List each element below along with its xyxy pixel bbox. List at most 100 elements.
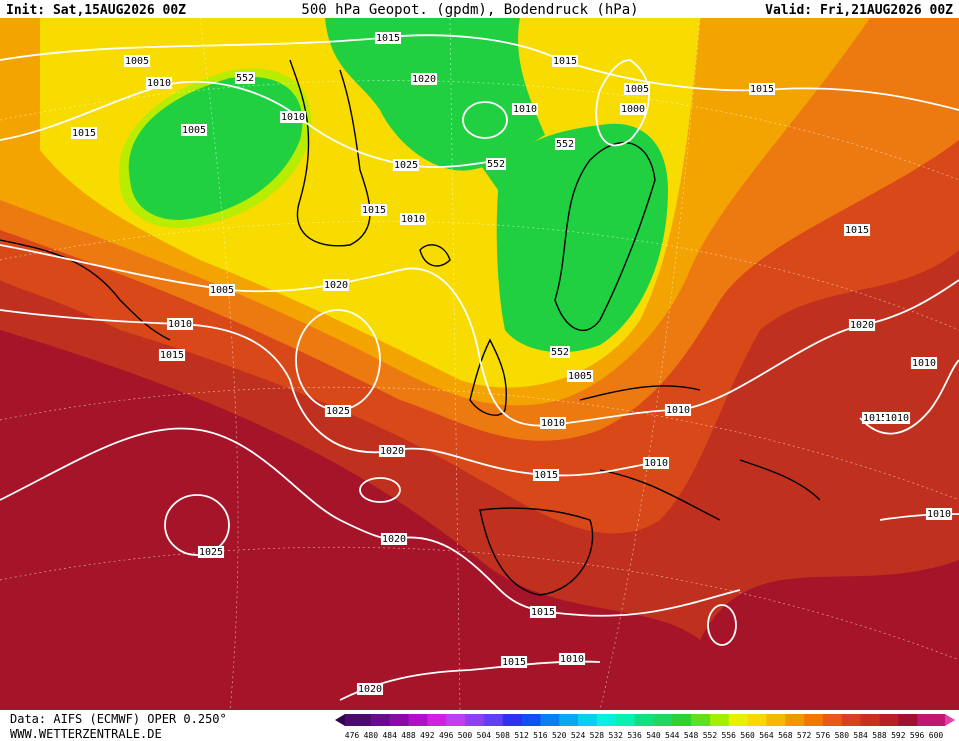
colorbar-swatch (370, 714, 391, 726)
contour-label: 1025 (394, 160, 418, 171)
colorbar-swatch (879, 714, 899, 726)
colorbar-swatch (898, 714, 918, 726)
colorbar-label: 488 (401, 731, 416, 740)
colorbar-swatch (446, 714, 466, 726)
colorbar-swatch (709, 714, 730, 726)
colorbar-label: 544 (665, 731, 680, 740)
colorbar-swatch (521, 714, 541, 726)
contour-label: 1005 (182, 125, 206, 136)
colorbar-label: 484 (382, 731, 397, 740)
colorbar-swatch (615, 714, 636, 726)
colorbar-swatch (917, 714, 937, 726)
contour-label: 1020 (358, 684, 382, 695)
contour-label: 1010 (147, 78, 171, 89)
contour-label: 1020 (380, 446, 404, 457)
contour-label: 1010 (513, 104, 537, 115)
contour-label: 1005 (625, 84, 649, 95)
colorbar-swatch (502, 714, 523, 726)
contour-label: 1010 (168, 319, 192, 330)
contour-label-bg (123, 55, 151, 67)
contour-label: 1025 (199, 547, 223, 558)
contour-label: 1010 (912, 358, 936, 369)
contour-label-bg (180, 124, 208, 136)
colorbar-swatch (822, 714, 843, 726)
contour-label-bg (374, 32, 402, 44)
colorbar-swatch (596, 714, 617, 726)
contour-label-bg (360, 204, 388, 216)
colorbar-swatch (691, 714, 711, 726)
colorbar-swatch (634, 714, 654, 726)
contour-label: 1005 (568, 371, 592, 382)
contour-label: 1015 (531, 607, 555, 618)
colorbar-label: 556 (722, 731, 737, 740)
colorbar-under (335, 714, 345, 726)
colorbar-swatch (841, 714, 862, 726)
contour-label-bg (848, 319, 876, 331)
map-title: 500 hPa Geopot. (gpdm), Bodendruck (hPa) (301, 2, 638, 18)
contour-label-bg (642, 457, 670, 469)
contour-label-bg (392, 159, 420, 171)
contour-label: 1010 (666, 405, 690, 416)
contour-label-bg (322, 279, 350, 291)
colorbar-label: 584 (853, 731, 868, 740)
colorbar-label: 568 (778, 731, 793, 740)
contour-label-bg (378, 445, 406, 457)
contour-label-bg (549, 346, 571, 358)
contour-label: 1015 (376, 33, 400, 44)
colorbar-swatch (389, 714, 410, 726)
contour-label: 1020 (382, 534, 406, 545)
colorbar-label: 496 (439, 731, 454, 740)
contour-label-bg (380, 533, 408, 545)
colorbar-swatch (540, 714, 560, 726)
colorbar-label: 596 (910, 731, 925, 740)
contour-label-bg (883, 412, 911, 424)
contour-label: 1010 (927, 509, 951, 520)
contour-label: 1015 (502, 657, 526, 668)
colorbar-label: 524 (571, 731, 586, 740)
contour-label-bg (532, 469, 560, 481)
contour-label: 1015 (845, 225, 869, 236)
contour-label-bg (208, 284, 236, 296)
contour-label-bg (619, 103, 647, 115)
contour-label: 1010 (560, 654, 584, 665)
contour-label-bg (554, 138, 576, 150)
colorbar-swatch (766, 714, 786, 726)
contour-label: 1020 (324, 280, 348, 291)
contour-label: 1015 (863, 413, 887, 424)
contour-label-bg (551, 55, 579, 67)
colorbar-label: 588 (872, 731, 887, 740)
colorbar-label: 536 (627, 731, 642, 740)
contour-label-bg (145, 77, 173, 89)
colorbar-label: 540 (646, 731, 661, 740)
site-name: WWW.WETTERZENTRALE.DE (10, 727, 162, 741)
contour-label-bg (197, 546, 225, 558)
data-source: Data: AIFS (ECMWF) OPER 0.250° (10, 712, 227, 726)
contour-label-bg (324, 405, 352, 417)
colorbar-label: 576 (816, 731, 831, 740)
colorbar-swatch (936, 714, 945, 726)
contour-label-bg (399, 213, 427, 225)
contour-label-bg (910, 357, 938, 369)
contour-label: 552 (551, 347, 569, 358)
contour-label: 1015 (750, 84, 774, 95)
init-time: Init: Sat,15AUG2026 00Z (6, 3, 186, 18)
contour-label-bg (166, 318, 194, 330)
contour-label: 1015 (362, 205, 386, 216)
colorbar-over (945, 714, 955, 726)
colorbar: 476 480 484 488 492 496 500 504 508 512 516 520 524 5… (335, 714, 955, 740)
colorbar-label: 516 (533, 731, 548, 740)
contour-label-bg (925, 508, 953, 520)
contour-label: 1015 (72, 128, 96, 139)
contour-label: 1015 (534, 470, 558, 481)
colorbar-label: 572 (797, 731, 812, 740)
contour-labels: 1015 1005 1010 552 1020 1015 1005 1015 1010 1010 1… (70, 32, 953, 695)
colorbar-swatch (483, 714, 504, 726)
contour-label-bg (861, 412, 889, 424)
contour-label-bg (511, 103, 539, 115)
colorbar-label: 492 (420, 731, 435, 740)
colorbar-label: 512 (514, 731, 529, 740)
colorbar-swatch (860, 714, 880, 726)
colorbar-label: 528 (590, 731, 605, 740)
colorbar-label: 600 (929, 731, 944, 740)
contour-label: 1005 (125, 56, 149, 67)
